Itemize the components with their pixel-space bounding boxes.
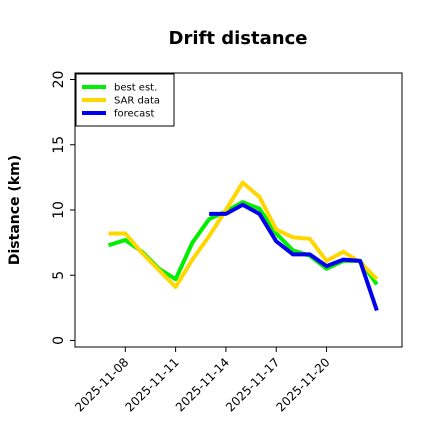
y-tick-label-20: 20 [51, 71, 67, 89]
y-tick-label-0: 0 [51, 336, 67, 345]
series-line-sar-data [108, 180, 379, 289]
y-tick-label-10: 10 [51, 201, 67, 219]
y-axis-label: Distance (km) [7, 155, 23, 265]
y-tick-label-15: 15 [51, 136, 67, 154]
legend: best est. SAR data forecast [75, 73, 175, 127]
chart-title: Drift distance [169, 28, 308, 49]
legend-label-best-est: best est. [114, 83, 157, 94]
series-line-forecast [209, 202, 379, 312]
y-tick-label-5: 5 [51, 271, 67, 280]
legend-label-sar-data: SAR data [114, 96, 160, 107]
legend-label-forecast: forecast [114, 109, 155, 120]
